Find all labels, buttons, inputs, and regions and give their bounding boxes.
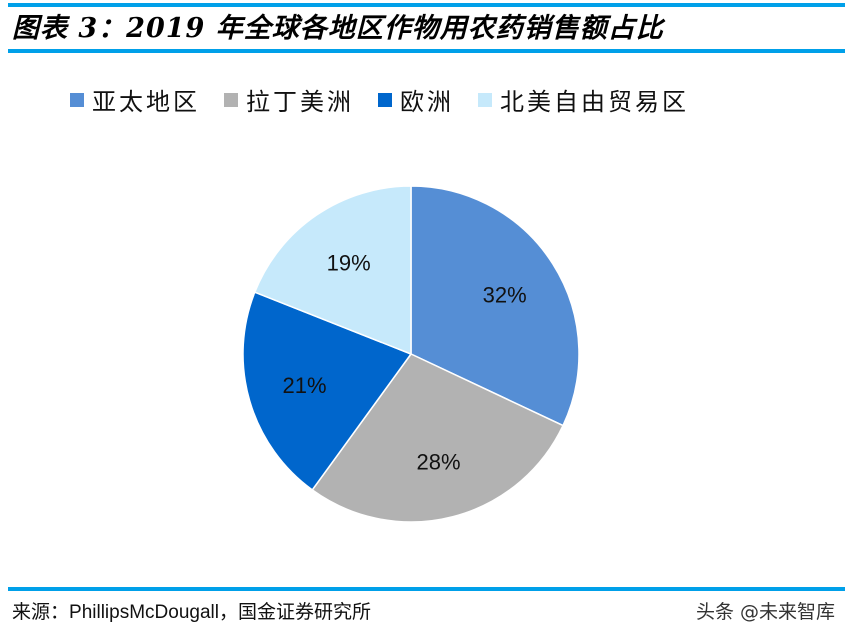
legend-label: 欧洲 (400, 88, 454, 116)
pie-slice-asia-pacific (410, 185, 580, 427)
legend-item-latin-america: 拉丁美洲 (224, 82, 354, 117)
chart-title: 图表 3：2019 年全球各地区作物用农药销售额占比 (12, 13, 664, 44)
pie-label-europe: 21% (282, 373, 326, 398)
footer-rule (8, 587, 845, 591)
pie-labels: 32% 28% 21% 19% (282, 250, 526, 474)
legend: 亚太地区 拉丁美洲 欧洲 北美自由贸易区 (70, 82, 713, 117)
legend-label: 拉丁美洲 (246, 88, 354, 116)
legend-item-europe: 欧洲 (378, 82, 454, 117)
pie-slice-latin-america (311, 353, 565, 523)
title-rule (8, 49, 845, 53)
top-rule (8, 3, 845, 7)
legend-swatch (478, 92, 492, 107)
source-chinese: 国金证券研究所 (237, 601, 371, 623)
watermark: 头条 @未来智库 (695, 601, 835, 623)
legend-item-nafta: 北美自由贸易区 (478, 82, 689, 117)
legend-item-asia-pacific: 亚太地区 (70, 82, 200, 117)
pie-slice-nafta (253, 185, 412, 356)
pie-slices (242, 185, 580, 523)
pie-label-nafta: 19% (327, 250, 371, 275)
legend-swatch (378, 92, 392, 107)
pie-slice-europe (242, 291, 413, 491)
pie-label-asia-pacific: 32% (483, 283, 527, 308)
legend-label: 亚太地区 (92, 88, 200, 116)
legend-label: 北美自由贸易区 (500, 88, 689, 116)
source-english: PhillipsMcDougall， (69, 602, 238, 623)
source-note: 来源：PhillipsMcDougall，国金证券研究所 (12, 597, 371, 624)
pie-label-latin-america: 28% (417, 449, 461, 474)
legend-swatch (70, 92, 84, 107)
legend-swatch (224, 92, 238, 107)
source-prefix: 来源： (12, 601, 70, 623)
